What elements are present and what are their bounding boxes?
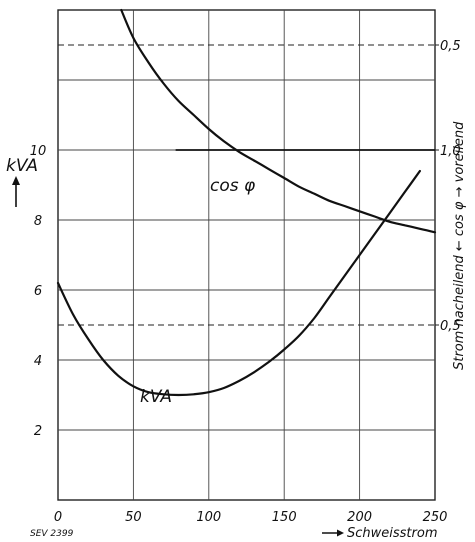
y-tick-label-right: 0,5 bbox=[440, 39, 461, 54]
y-tick-label-left: 10 bbox=[30, 144, 47, 159]
y-tick-label-right: 0,5 bbox=[440, 319, 461, 334]
x-tick-label: 0 bbox=[54, 510, 62, 525]
x-axis-label: Schweisstrom bbox=[347, 526, 438, 541]
x-tick-label: 200 bbox=[347, 510, 372, 525]
y-tick-label-left: 4 bbox=[34, 354, 42, 369]
series-line-kva bbox=[56, 169, 421, 397]
figure-annotation: SEV 2399 bbox=[30, 529, 74, 539]
y-tick-label-right: 1,0 bbox=[440, 144, 461, 159]
x-tick-label: 150 bbox=[272, 510, 297, 525]
reference-lines bbox=[58, 44, 435, 326]
x-tick-label: 250 bbox=[423, 510, 448, 525]
chart-grid bbox=[57, 9, 436, 501]
y-tick-label-left: 8 bbox=[34, 214, 42, 229]
y-axis-arrow bbox=[12, 176, 20, 207]
series-line-cos-phi bbox=[120, 8, 437, 234]
series-label-kva: kVA bbox=[140, 387, 172, 407]
x-axis-arrow bbox=[322, 529, 344, 537]
plot-frame bbox=[57, 9, 436, 501]
x-tick-label: 100 bbox=[196, 510, 221, 525]
series-label-cos-phi: cos φ bbox=[210, 176, 256, 196]
y-tick-label-left: 6 bbox=[34, 284, 42, 299]
series-lines bbox=[56, 8, 437, 397]
y-axis-label-left: kVA bbox=[6, 156, 38, 176]
x-tick-label: 50 bbox=[125, 510, 142, 525]
y-axis-label-right: Strom nacheilend ← cos φ → voreilend bbox=[452, 121, 467, 370]
tick-labels: 0 50 100 150 200 250 2 4 6 8 10 0,5 1,0 0,5 bbox=[30, 39, 461, 525]
y-tick-label-left: 2 bbox=[34, 424, 42, 439]
